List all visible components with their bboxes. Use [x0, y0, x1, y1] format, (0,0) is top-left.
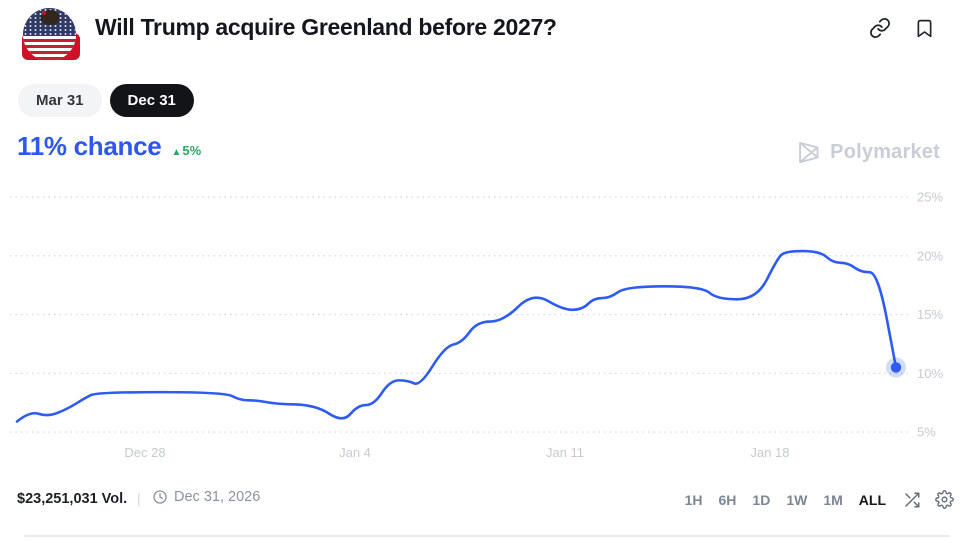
chance-change: ▲ 5%: [171, 143, 201, 158]
clock-icon: [152, 489, 168, 505]
market-thumbnail: [16, 8, 80, 61]
up-arrow-icon: ▲: [171, 147, 182, 158]
ytick-15: 15%: [917, 307, 943, 322]
ytick-20: 20%: [917, 248, 943, 263]
bottom-divider: [24, 535, 950, 537]
gridlines: [10, 196, 908, 433]
tab-mar-31[interactable]: Mar 31: [18, 84, 102, 117]
footer-separator: |: [137, 490, 141, 506]
ytick-25: 25%: [917, 190, 943, 205]
xtick-jan-11: Jan 11: [546, 445, 584, 460]
ytick-10: 10%: [917, 366, 943, 381]
price-chart[interactable]: 25% 20% 15% 10% 5% Dec 28 Jan 4 Jan 11 Jan 18: [0, 185, 972, 470]
time-range-buttons: 1H 6H 1D 1W 1M ALL: [680, 489, 891, 511]
bookmark-icon: [914, 18, 935, 39]
polymarket-watermark: Polymarket: [795, 139, 940, 166]
ytick-5: 5%: [917, 425, 936, 440]
time-range-controls: 1H 6H 1D 1W 1M ALL: [680, 488, 956, 511]
xtick-jan-18: Jan 18: [750, 445, 789, 460]
shuffle-icon: [903, 491, 921, 509]
polymarket-wordmark: Polymarket: [830, 141, 940, 163]
range-1m[interactable]: 1M: [818, 489, 847, 511]
x-axis-labels: Dec 28 Jan 4 Jan 11 Jan 18: [124, 445, 789, 460]
link-icon: [869, 17, 891, 39]
range-6h[interactable]: 6H: [714, 489, 742, 511]
endpoint-dot: [890, 362, 902, 373]
range-1d[interactable]: 1D: [747, 489, 775, 511]
range-1w[interactable]: 1W: [781, 489, 812, 511]
flag-stripes: [23, 36, 76, 61]
market-title: Will Trump acquire Greenland before 2027…: [95, 14, 557, 40]
end-date-label: Dec 31, 2026: [174, 489, 261, 505]
bookmark-button[interactable]: [911, 15, 937, 41]
outcome-tabs: Mar 31 Dec 31: [18, 84, 194, 117]
copy-link-button[interactable]: [867, 15, 893, 41]
tab-dec-31[interactable]: Dec 31: [109, 84, 194, 117]
compare-button[interactable]: [901, 489, 923, 511]
right-fade: [902, 185, 972, 425]
xtick-jan-4: Jan 4: [339, 445, 371, 460]
us-flag-icon: [23, 8, 76, 61]
chance-row: 11% chance ▲ 5%: [17, 131, 201, 162]
range-all[interactable]: ALL: [854, 489, 891, 511]
polymarket-logo-icon: [795, 139, 822, 166]
chart-footer: $23,251,031 Vol. | Dec 31, 2026 1H 6H 1D 1W…: [0, 487, 972, 517]
market-header: Will Trump acquire Greenland before 2027…: [0, 0, 972, 70]
range-1h[interactable]: 1H: [680, 489, 708, 511]
y-axis-labels: 25% 20% 15% 10% 5%: [917, 190, 943, 440]
volume-label: $23,251,031 Vol.: [17, 491, 128, 507]
settings-button[interactable]: [933, 488, 956, 511]
price-line-path: [15, 249, 898, 423]
end-date: Dec 31, 2026: [152, 489, 260, 505]
price-line: [15, 249, 906, 423]
chance-value: 11% chance: [17, 131, 162, 161]
price-chart-svg[interactable]: 25% 20% 15% 10% 5% Dec 28 Jan 4 Jan 11 Jan 18: [0, 185, 972, 470]
chance-change-value: 5%: [182, 143, 202, 158]
xtick-dec-28: Dec 28: [124, 445, 165, 460]
flag-crest-dot: [42, 11, 46, 15]
gear-icon: [935, 490, 954, 509]
